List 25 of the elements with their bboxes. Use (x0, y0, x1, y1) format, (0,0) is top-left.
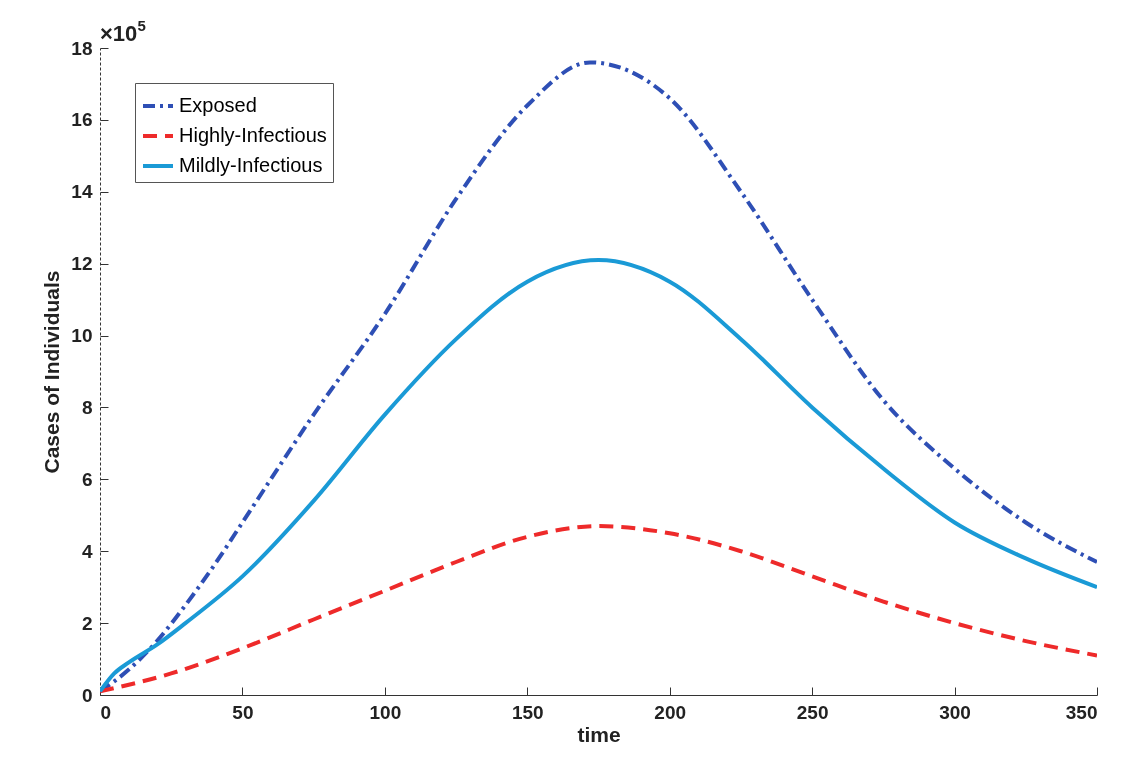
line-series (100, 258, 1097, 694)
x-tick-label: 200 (654, 701, 687, 723)
x-tick-label: 150 (511, 701, 544, 723)
y-tick-label: 18 (71, 37, 93, 59)
x-tick-label: 300 (939, 701, 971, 723)
legend-label: Exposed (179, 94, 257, 116)
y-axis-title: Cases of Individuals (40, 270, 64, 474)
y-tick-label: 14 (71, 181, 93, 203)
x-tick-label: 350 (1065, 701, 1098, 723)
y-tick-label: 4 (81, 540, 93, 562)
y-tick-label: 0 (81, 684, 93, 706)
legend-label: Mildly-Infectious (179, 154, 323, 176)
x-tick-label: 0 (100, 701, 112, 723)
x-tick-label: 250 (796, 701, 829, 723)
legend-label: Highly-Infectious (179, 124, 327, 146)
x-axis-title: time (577, 722, 621, 746)
line-series (100, 524, 1097, 694)
y-tick-label: 12 (71, 253, 93, 275)
y-tick-label: 16 (71, 109, 93, 131)
y-tick-label: 6 (81, 468, 93, 490)
x-tick-label: 50 (232, 701, 254, 723)
x-tick-label: 100 (369, 701, 402, 723)
y-tick-label: 10 (71, 325, 93, 347)
y-tick-label: 2 (81, 612, 93, 634)
y-tick-label: 8 (81, 396, 93, 418)
